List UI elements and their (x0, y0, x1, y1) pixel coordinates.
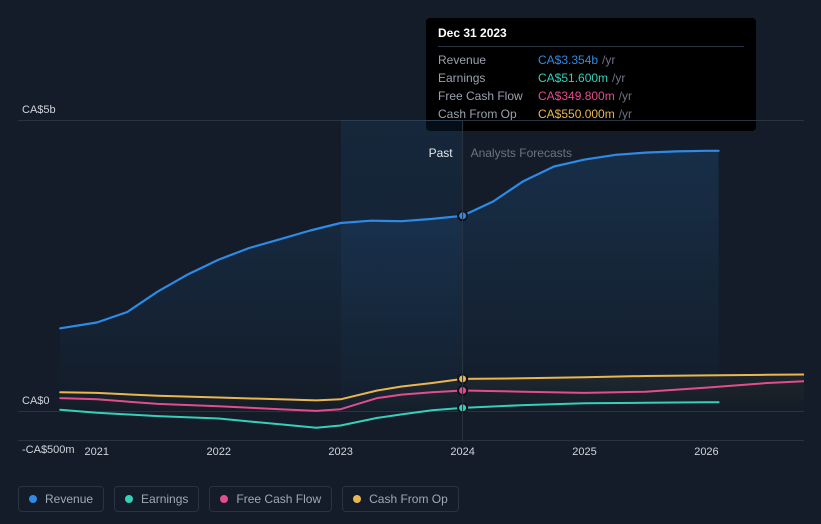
tooltip-unit: /yr (619, 107, 632, 121)
legend: Revenue Earnings Free Cash Flow Cash From O… (18, 486, 459, 512)
tooltip-unit: /yr (602, 53, 615, 67)
legend-dot (29, 495, 37, 503)
legend-dot (125, 495, 133, 503)
x-axis-label: 2024 (450, 446, 474, 458)
tooltip-label: Free Cash Flow (438, 89, 538, 103)
legend-label: Free Cash Flow (236, 492, 321, 506)
legend-item-revenue[interactable]: Revenue (18, 486, 104, 512)
legend-item-earnings[interactable]: Earnings (114, 486, 199, 512)
x-axis-label: 2021 (85, 446, 109, 458)
x-axis: 2021 2022 2023 2024 2025 2026 (18, 446, 804, 464)
x-axis-label: 2025 (572, 446, 596, 458)
chart-area[interactable]: CA$5bCA$0-CA$500mPastAnalysts Forecasts2… (18, 120, 804, 470)
tooltip-unit: /yr (612, 71, 625, 85)
legend-label: Revenue (45, 492, 93, 506)
series-area (60, 151, 718, 411)
tooltip-value: CA$51.600m (538, 71, 608, 85)
tooltip-row: RevenueCA$3.354b/yr (438, 51, 744, 69)
legend-item-free-cash-flow[interactable]: Free Cash Flow (209, 486, 332, 512)
tooltip-value: CA$3.354b (538, 53, 598, 67)
legend-label: Cash From Op (369, 492, 448, 506)
tooltip-row: EarningsCA$51.600m/yr (438, 69, 744, 87)
tooltip-value: CA$550.000m (538, 107, 615, 121)
tooltip-label: Cash From Op (438, 107, 538, 121)
tooltip-unit: /yr (619, 89, 632, 103)
legend-dot (353, 495, 361, 503)
tooltip-value: CA$349.800m (538, 89, 615, 103)
x-axis-label: 2022 (206, 446, 230, 458)
chart-tooltip: Dec 31 2023 RevenueCA$3.354b/yrEarningsC… (426, 18, 756, 131)
tooltip-label: Revenue (438, 53, 538, 67)
y-axis-label: CA$5b (22, 104, 56, 116)
legend-item-cash-from-op[interactable]: Cash From Op (342, 486, 459, 512)
legend-label: Earnings (141, 492, 188, 506)
x-axis-label: 2026 (694, 446, 718, 458)
tooltip-date: Dec 31 2023 (438, 26, 744, 47)
x-axis-label: 2023 (328, 446, 352, 458)
tooltip-label: Earnings (438, 71, 538, 85)
legend-dot (220, 495, 228, 503)
tooltip-row: Free Cash FlowCA$349.800m/yr (438, 87, 744, 105)
chart-svg (18, 120, 804, 444)
